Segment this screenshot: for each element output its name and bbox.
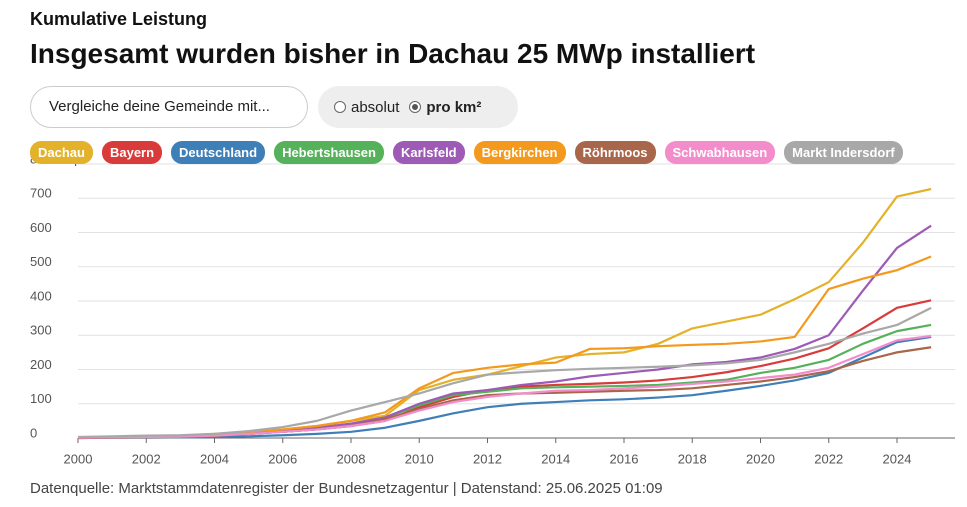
title: Insgesamt wurden bisher in Dachau 25 MWp… xyxy=(30,38,756,69)
series-line xyxy=(77,346,932,440)
x-tick-label: 2006 xyxy=(268,451,297,466)
x-tick-label: 2012 xyxy=(473,451,502,466)
legend-item[interactable]: Karlsfeld xyxy=(392,141,465,164)
y-tick-label: 0 xyxy=(30,425,37,440)
legend-item[interactable]: Schwabhausen xyxy=(664,141,776,164)
legend-item[interactable]: Markt Indersdorf xyxy=(784,141,903,164)
x-tick-label: 2020 xyxy=(746,451,775,466)
series-line xyxy=(77,299,932,439)
x-tick-label: 2002 xyxy=(132,451,161,466)
radio-label: pro km² xyxy=(426,98,482,116)
y-tick-label: 400 xyxy=(30,288,52,303)
x-tick-label: 2008 xyxy=(337,451,366,466)
x-tick-label: 2024 xyxy=(883,451,912,466)
x-tick-label: 2016 xyxy=(610,451,639,466)
radio-label: absolut xyxy=(351,98,400,116)
series-line xyxy=(77,335,932,440)
y-tick-label: 500 xyxy=(30,254,52,269)
radio-group: absolut pro km² xyxy=(318,86,518,128)
y-tick-label: 200 xyxy=(30,357,52,372)
y-tick-label: 600 xyxy=(30,220,52,235)
radio[interactable]: pro km² xyxy=(409,99,481,116)
legend-item[interactable]: Bergkirchen xyxy=(473,141,566,164)
y-tick-label: 700 xyxy=(30,186,52,201)
y-tick-label: 300 xyxy=(30,323,52,338)
radio[interactable]: absolut xyxy=(334,99,399,116)
legend-item[interactable]: Bayern xyxy=(101,141,163,164)
legend-item[interactable]: Röhrmoos xyxy=(574,141,656,164)
y-tick-label: 100 xyxy=(30,391,52,406)
x-tick-label: 2000 xyxy=(64,451,93,466)
x-tick-label: 2010 xyxy=(405,451,434,466)
x-tick-label: 2004 xyxy=(200,451,229,466)
legend-item[interactable]: Deutschland xyxy=(171,141,266,164)
x-tick-label: 2018 xyxy=(678,451,707,466)
legend-item[interactable]: Hebertshausen xyxy=(274,141,384,164)
series-line xyxy=(77,323,932,439)
series-line xyxy=(77,334,932,439)
dropdown[interactable]: Vergleiche deine Gemeinde mit... xyxy=(30,86,308,128)
radio-dot xyxy=(409,101,422,113)
x-tick-label: 2022 xyxy=(814,451,843,466)
kicker: Kumulative Leistung xyxy=(30,9,208,29)
radio-dot xyxy=(334,101,346,113)
legend-item[interactable]: Dachau xyxy=(30,141,93,164)
legend: Dachau Bayern Deutschland Hebertshausen Karl… xyxy=(30,141,903,164)
source: Datenquelle: Marktstammdatenregister der… xyxy=(30,480,663,497)
x-tick-label: 2014 xyxy=(541,451,570,466)
series-line xyxy=(77,187,932,439)
series-line xyxy=(77,255,932,439)
series-line xyxy=(77,306,932,439)
